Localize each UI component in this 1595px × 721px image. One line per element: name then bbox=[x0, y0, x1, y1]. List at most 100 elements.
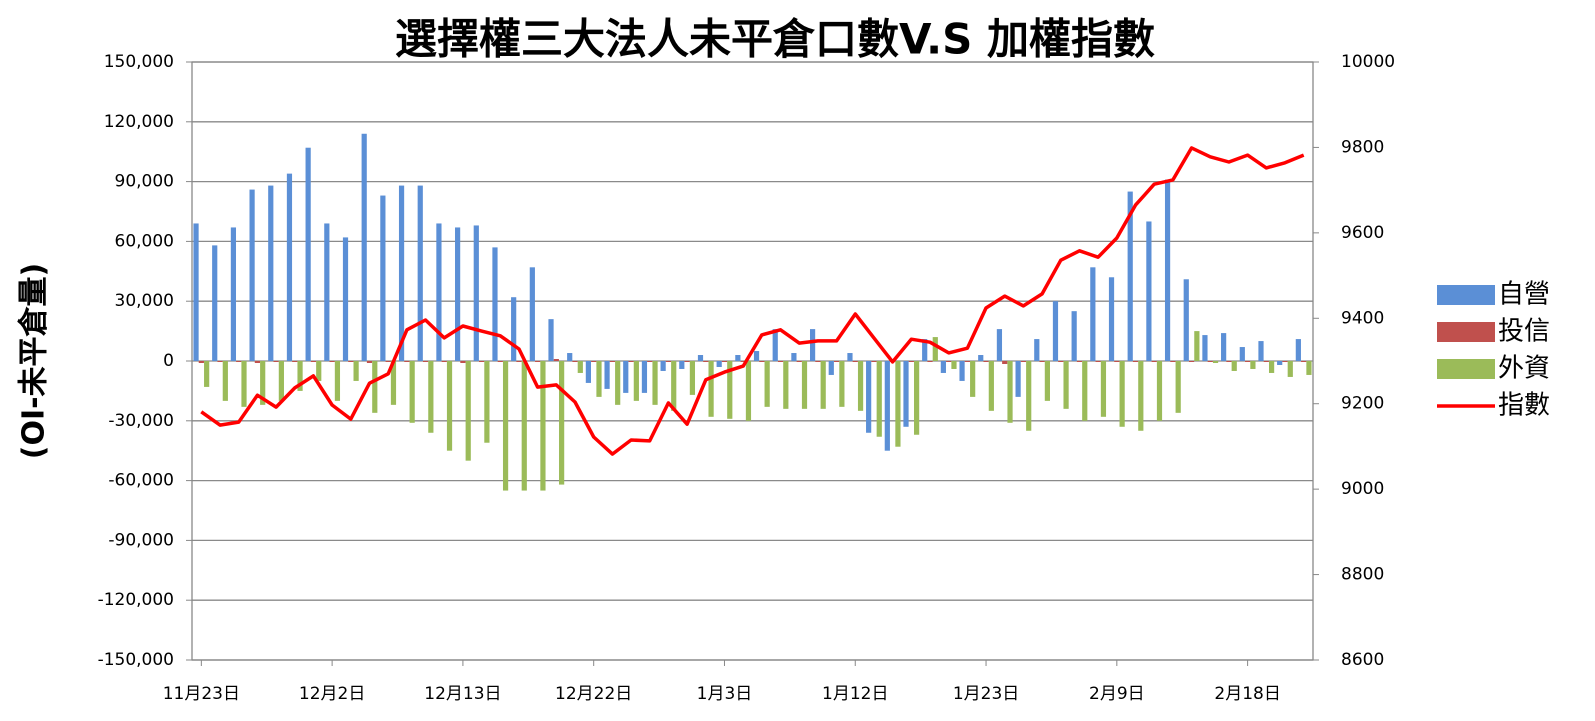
line bbox=[200, 146, 1305, 456]
bar bbox=[1119, 361, 1125, 427]
x-tick-label: 2月18日 bbox=[1214, 684, 1280, 704]
bar bbox=[820, 361, 826, 409]
bar bbox=[572, 361, 578, 362]
bar bbox=[222, 361, 228, 401]
bar bbox=[361, 133, 367, 361]
y2-tick-label: 9600 bbox=[1341, 223, 1384, 243]
bar bbox=[1239, 347, 1245, 361]
bar bbox=[316, 361, 322, 381]
bar bbox=[940, 361, 946, 373]
bar bbox=[895, 361, 901, 447]
bar bbox=[946, 361, 952, 362]
bar bbox=[292, 361, 298, 362]
bar bbox=[585, 361, 591, 383]
bar bbox=[647, 361, 653, 362]
bar bbox=[417, 185, 423, 361]
bar bbox=[964, 361, 970, 362]
bar bbox=[249, 189, 255, 361]
y2-tick-label: 9200 bbox=[1341, 394, 1384, 414]
bar bbox=[777, 361, 784, 362]
bar bbox=[596, 361, 602, 397]
bar bbox=[1268, 361, 1275, 373]
bar bbox=[903, 361, 909, 427]
bar bbox=[1170, 361, 1176, 362]
bar bbox=[1263, 361, 1269, 362]
bar bbox=[735, 355, 741, 361]
bar bbox=[342, 237, 349, 361]
bar bbox=[983, 361, 989, 362]
bar bbox=[455, 227, 461, 361]
bar bbox=[1156, 361, 1163, 421]
bar bbox=[324, 223, 330, 361]
bar bbox=[884, 361, 890, 451]
legend-label: 自營 bbox=[1498, 280, 1550, 310]
bar bbox=[559, 361, 565, 485]
bar bbox=[671, 361, 677, 411]
bar bbox=[329, 361, 335, 362]
bar bbox=[1183, 279, 1189, 361]
bar bbox=[404, 361, 410, 362]
bar bbox=[286, 173, 293, 361]
y-tick-label: 30,000 bbox=[115, 291, 174, 311]
bar bbox=[1114, 361, 1120, 362]
bar bbox=[366, 361, 373, 363]
bar bbox=[1020, 361, 1027, 362]
bar bbox=[441, 361, 447, 362]
bar bbox=[260, 361, 266, 405]
bar bbox=[1207, 361, 1213, 362]
bar bbox=[1250, 361, 1256, 369]
bar bbox=[857, 361, 864, 411]
bar bbox=[385, 361, 391, 362]
legend-swatch bbox=[1437, 285, 1495, 305]
bar bbox=[1164, 179, 1171, 361]
y-tick-label: 90,000 bbox=[115, 172, 174, 192]
bar bbox=[1306, 361, 1312, 375]
bar bbox=[212, 245, 218, 361]
bar bbox=[716, 361, 722, 367]
x-tick-label: 1月3日 bbox=[697, 684, 753, 704]
bar bbox=[833, 361, 840, 362]
bar bbox=[1231, 361, 1237, 371]
bar bbox=[679, 361, 685, 369]
bar bbox=[1063, 361, 1069, 409]
bar bbox=[348, 361, 354, 362]
bar bbox=[1015, 361, 1021, 397]
bar bbox=[1212, 361, 1219, 363]
y-tick-label: 120,000 bbox=[104, 112, 174, 132]
bar bbox=[1076, 361, 1083, 362]
legend-label: 外資 bbox=[1498, 354, 1550, 384]
bar bbox=[959, 361, 965, 381]
bar bbox=[996, 329, 1003, 361]
bar bbox=[548, 319, 554, 361]
bar bbox=[866, 361, 872, 433]
bar bbox=[988, 361, 994, 411]
bar bbox=[839, 361, 845, 407]
bar bbox=[745, 361, 752, 421]
bar bbox=[1188, 361, 1195, 362]
bar bbox=[759, 361, 765, 362]
bar bbox=[1007, 361, 1013, 423]
bar bbox=[305, 147, 311, 361]
bar bbox=[932, 337, 938, 361]
bar bbox=[273, 361, 279, 362]
bar bbox=[516, 361, 522, 362]
bar bbox=[1002, 361, 1008, 364]
bar bbox=[230, 227, 237, 361]
bar bbox=[398, 185, 405, 361]
bar bbox=[553, 359, 559, 361]
bar bbox=[914, 361, 920, 435]
bar bbox=[847, 353, 853, 361]
bar bbox=[1295, 339, 1301, 361]
bar bbox=[567, 353, 573, 361]
bar bbox=[652, 361, 658, 405]
bar bbox=[198, 361, 204, 363]
bar bbox=[1258, 341, 1264, 361]
bar bbox=[970, 361, 976, 397]
bar bbox=[604, 361, 610, 389]
bar bbox=[521, 361, 527, 491]
bar bbox=[1138, 361, 1144, 431]
bar bbox=[1194, 331, 1200, 361]
bar bbox=[1301, 361, 1307, 362]
bar bbox=[908, 361, 914, 362]
